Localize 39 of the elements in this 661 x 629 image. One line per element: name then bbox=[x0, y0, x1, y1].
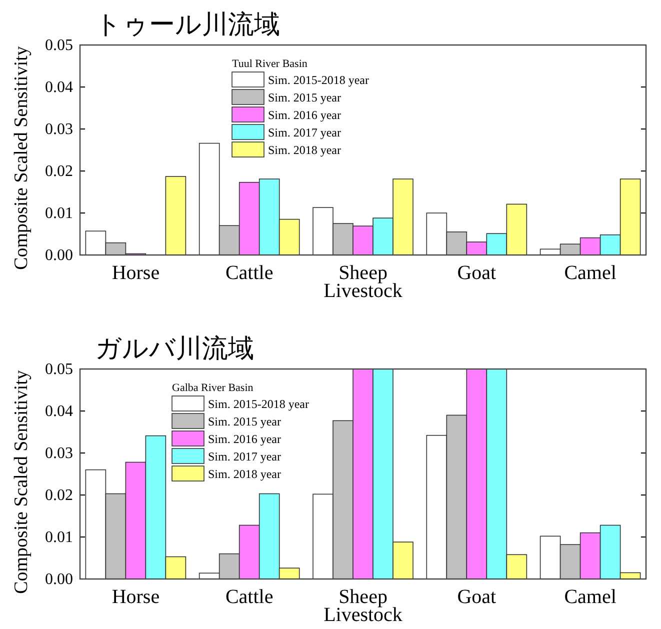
x-tick-label: Camel bbox=[564, 586, 617, 608]
legend-label: Sim. 2015 year bbox=[208, 414, 281, 428]
y-tick-label: 0.00 bbox=[45, 571, 73, 588]
y-tick-label: 0.04 bbox=[45, 403, 73, 420]
x-tick-label: Cattle bbox=[225, 262, 274, 284]
chart-title: ガルバ川流域 bbox=[95, 334, 254, 364]
legend-label: Sim. 2015-2018 year bbox=[268, 73, 369, 87]
legend-label: Sim. 2015-2018 year bbox=[208, 397, 309, 411]
y-tick-label: 0.00 bbox=[45, 247, 73, 264]
y-tick-label: 0.01 bbox=[45, 205, 73, 222]
x-tick-label: Sheep bbox=[338, 586, 388, 608]
legend-label: Sim. 2017 year bbox=[268, 126, 341, 140]
legend-label: Sim. 2015 year bbox=[268, 90, 341, 104]
x-tick-label: Goat bbox=[457, 586, 497, 608]
legend-label: Sim. 2016 year bbox=[208, 432, 281, 446]
y-axis-title: Composite Scaled Sensitivity bbox=[11, 370, 32, 594]
legend-label: Sim. 2018 year bbox=[208, 467, 281, 481]
legend-title: Tuul River Basin bbox=[232, 58, 308, 70]
x-tick-label: Goat bbox=[457, 262, 497, 284]
bar bbox=[165, 176, 186, 256]
y-tick-label: 0.01 bbox=[45, 529, 73, 546]
y-tick-label: 0.02 bbox=[45, 163, 73, 180]
y-tick-label: 0.05 bbox=[45, 37, 73, 54]
x-tick-label: Cattle bbox=[225, 586, 274, 608]
legend-label: Sim. 2017 year bbox=[208, 450, 281, 464]
legend-label: Sim. 2018 year bbox=[268, 143, 341, 157]
chart-title: トゥール川流域 bbox=[95, 10, 280, 40]
y-tick-label: 0.03 bbox=[45, 121, 73, 138]
y-tick-label: 0.05 bbox=[45, 361, 73, 378]
x-tick-label: Sheep bbox=[338, 262, 388, 284]
y-tick-label: 0.03 bbox=[45, 445, 73, 462]
y-tick-label: 0.02 bbox=[45, 487, 73, 504]
x-tick-label: Camel bbox=[564, 262, 617, 284]
y-tick-label: 0.04 bbox=[45, 79, 73, 96]
legend-label: Sim. 2016 year bbox=[268, 108, 341, 122]
legend-title: Galba River Basin bbox=[172, 382, 254, 394]
x-tick-label: Horse bbox=[112, 262, 160, 284]
x-tick-label: Horse bbox=[112, 586, 160, 608]
y-axis-title: Composite Scaled Sensitivity bbox=[11, 46, 32, 270]
